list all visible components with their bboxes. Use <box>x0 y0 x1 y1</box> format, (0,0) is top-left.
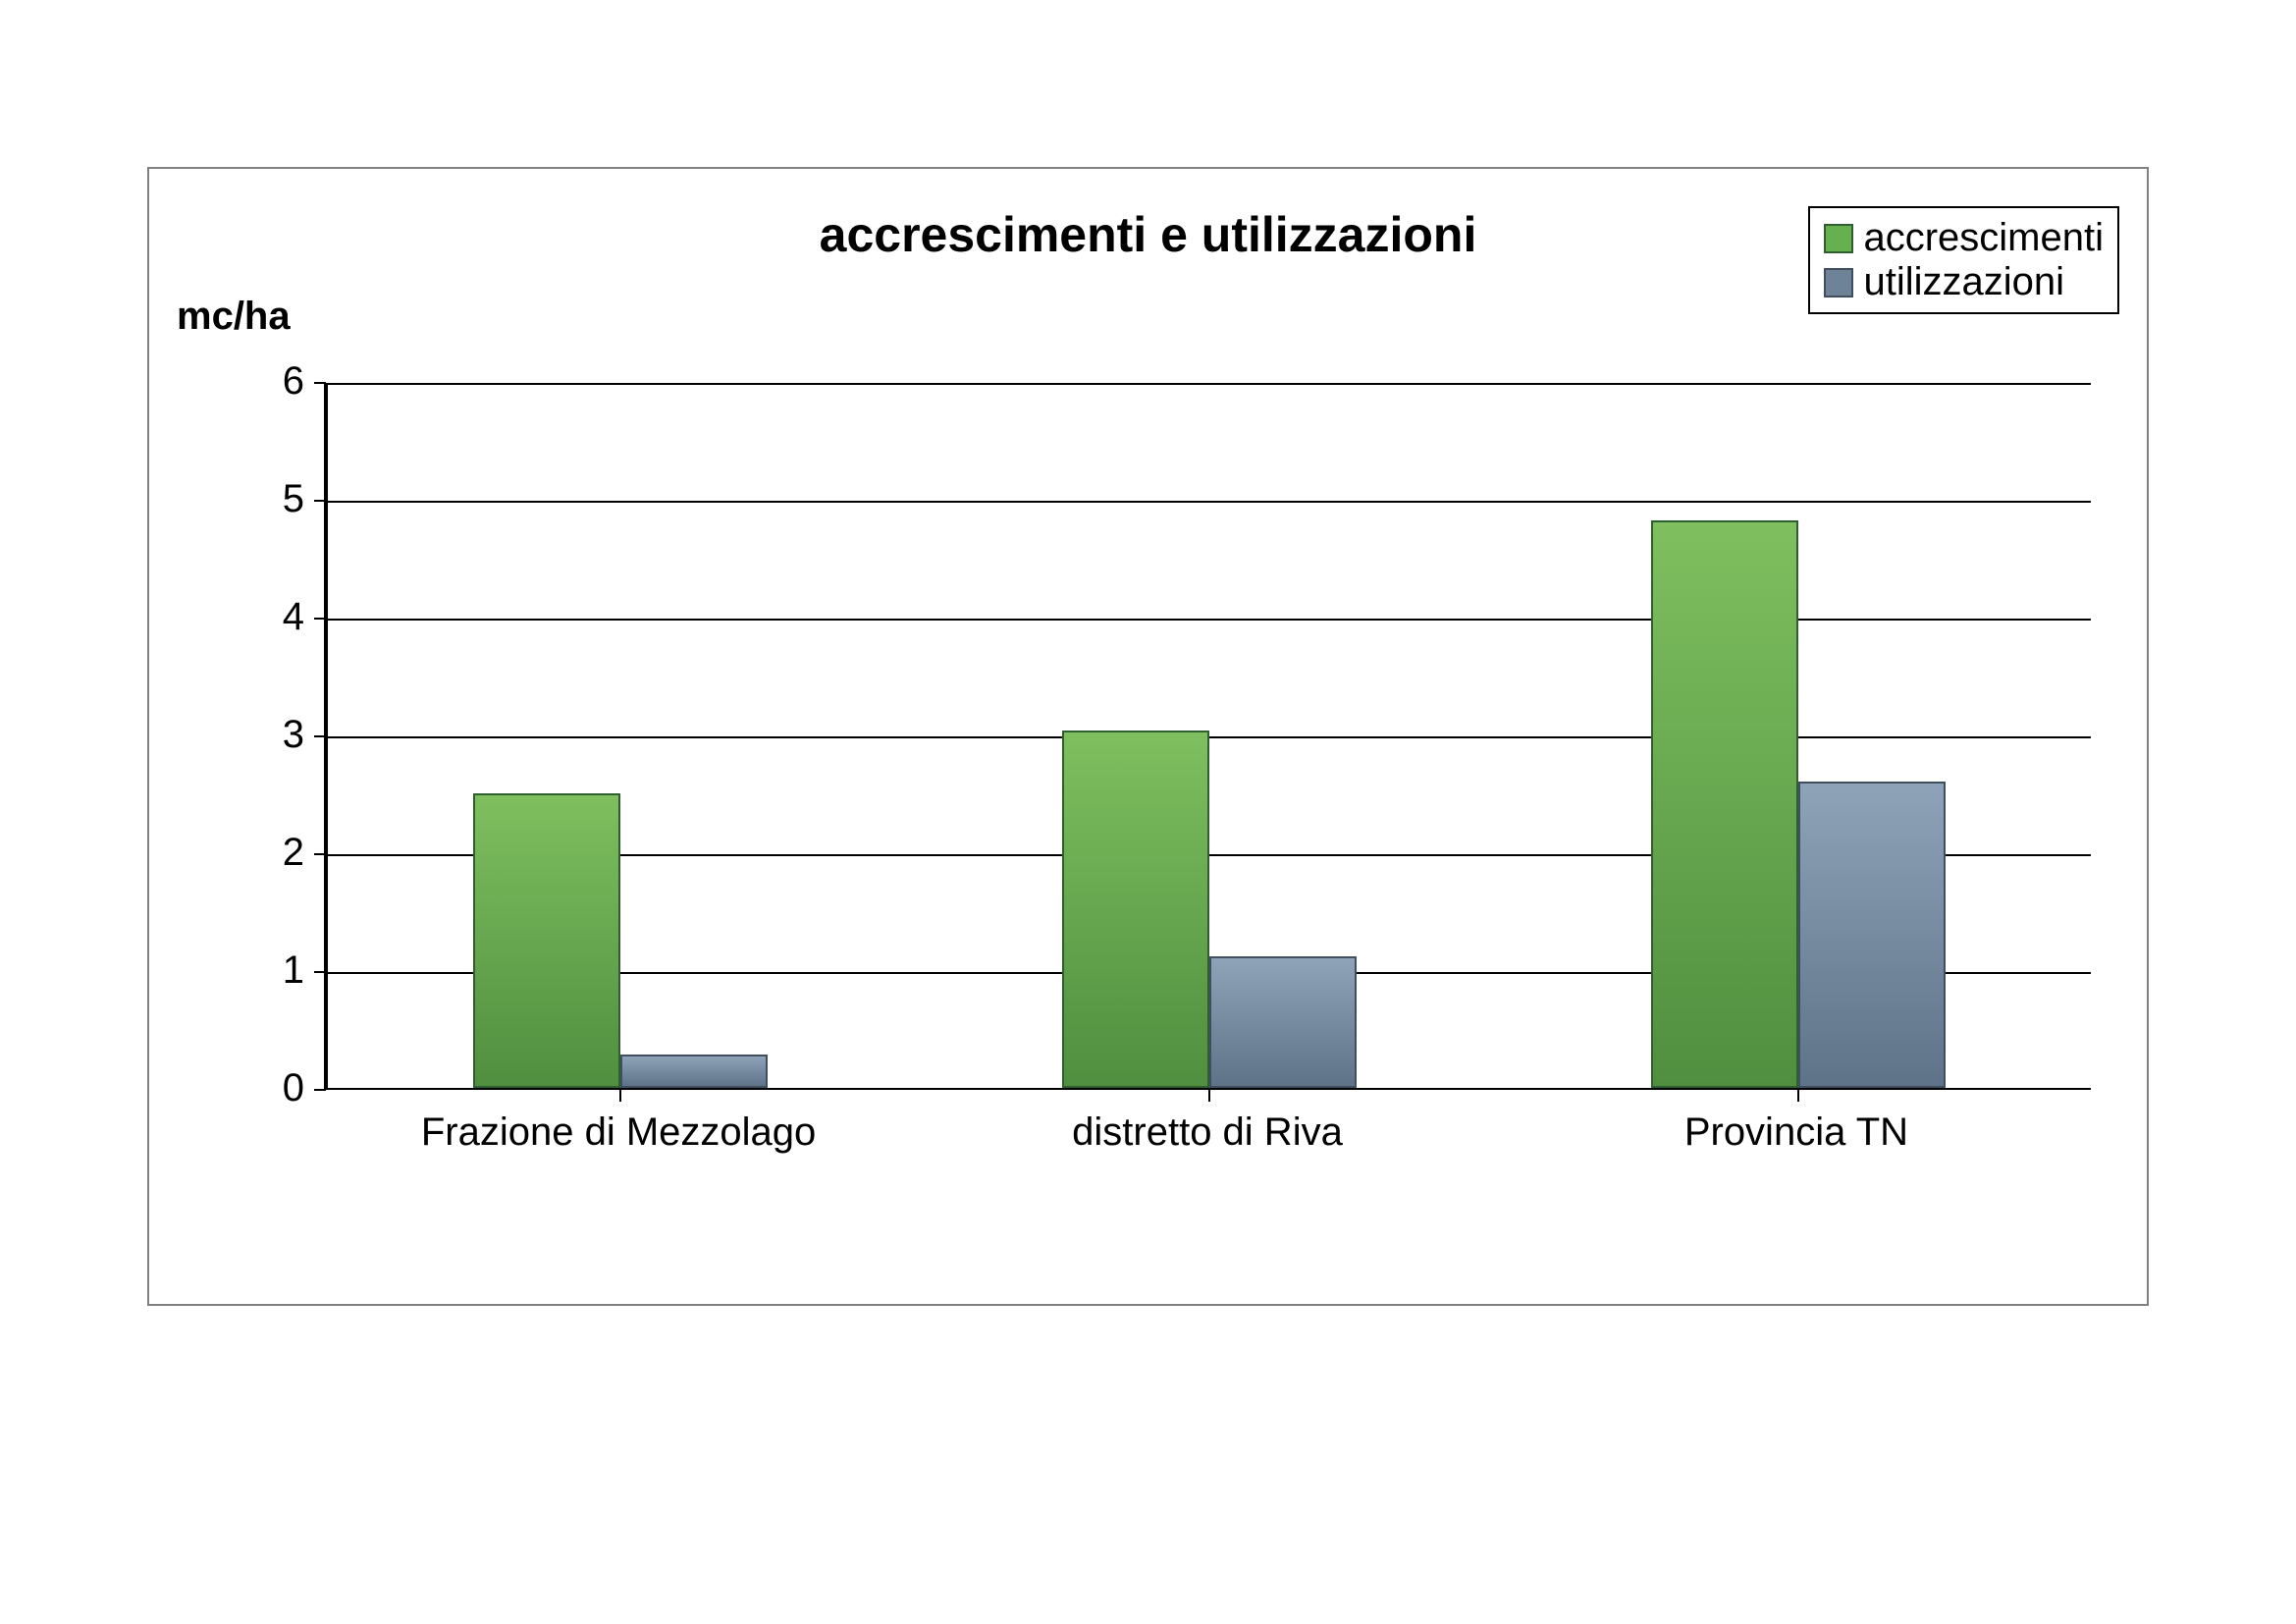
y-tick-label: 0 <box>255 1066 304 1110</box>
legend-item-utilizzazioni: utilizzazioni <box>1824 260 2104 304</box>
y-tick-mark <box>314 971 326 973</box>
gridline <box>326 619 2091 621</box>
bar-accrescimenti <box>473 793 620 1088</box>
y-axis-title: mc/ha <box>177 295 291 339</box>
x-tick-label: Provincia TN <box>1531 1110 2061 1155</box>
y-tick-label: 2 <box>255 831 304 875</box>
bar-utilizzazioni <box>1798 782 1946 1088</box>
x-tick-label: Frazione di Mezzolago <box>353 1110 883 1155</box>
legend: accrescimenti utilizzazioni <box>1808 206 2119 314</box>
y-tick-mark <box>314 853 326 855</box>
x-tick-mark <box>1208 1090 1210 1102</box>
legend-swatch-icon <box>1824 224 1853 253</box>
plot-area <box>324 383 2091 1090</box>
y-tick-label: 1 <box>255 948 304 993</box>
bar-accrescimenti <box>1651 520 1798 1088</box>
bar-accrescimenti <box>1062 731 1209 1088</box>
legend-swatch-icon <box>1824 268 1853 298</box>
y-tick-mark <box>314 500 326 502</box>
y-tick-label: 4 <box>255 595 304 639</box>
y-tick-mark <box>314 382 326 384</box>
y-axis-line <box>326 383 328 1088</box>
x-tick-label: distretto di Riva <box>942 1110 1472 1155</box>
y-tick-mark <box>314 735 326 737</box>
y-tick-mark <box>314 618 326 620</box>
legend-label: utilizzazioni <box>1863 260 2064 304</box>
y-tick-label: 3 <box>255 713 304 757</box>
gridline <box>326 501 2091 503</box>
y-tick-label: 5 <box>255 477 304 521</box>
gridline <box>326 383 2091 385</box>
page: accrescimenti e utilizzazioni mc/ha accr… <box>0 0 2296 1624</box>
x-tick-mark <box>1797 1090 1799 1102</box>
legend-label: accrescimenti <box>1863 216 2104 260</box>
y-tick-label: 6 <box>255 359 304 404</box>
bar-utilizzazioni <box>1209 956 1357 1088</box>
bar-utilizzazioni <box>620 1055 768 1088</box>
legend-item-accrescimenti: accrescimenti <box>1824 216 2104 260</box>
y-tick-mark <box>314 1089 326 1091</box>
x-tick-mark <box>619 1090 621 1102</box>
